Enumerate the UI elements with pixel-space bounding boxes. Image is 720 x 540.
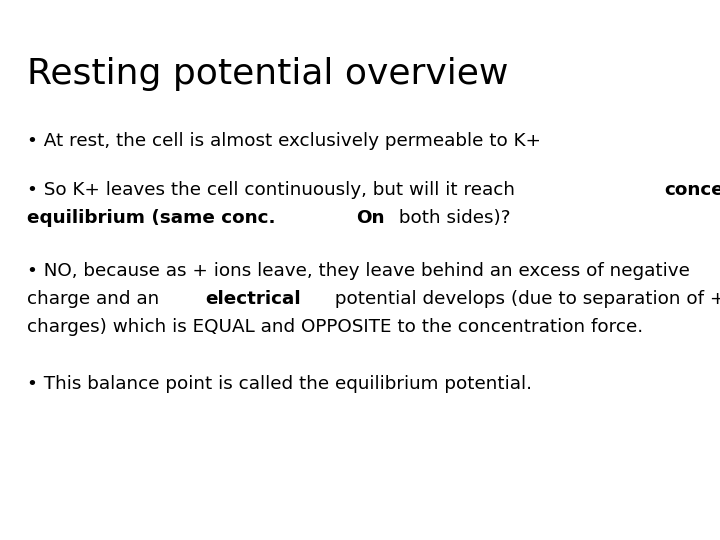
Text: equilibrium (same conc.: equilibrium (same conc. [27, 209, 282, 227]
Text: charges) which is EQUAL and OPPOSITE to the concentration force.: charges) which is EQUAL and OPPOSITE to … [27, 318, 644, 336]
Text: concentration: concentration [665, 181, 720, 199]
Text: charge and an: charge and an [27, 290, 166, 308]
Text: • So K+ leaves the cell continuously, but will it reach: • So K+ leaves the cell continuously, bu… [27, 181, 521, 199]
Text: potential develops (due to separation of + and –: potential develops (due to separation of… [329, 290, 720, 308]
Text: • At rest, the cell is almost exclusively permeable to K+: • At rest, the cell is almost exclusivel… [27, 132, 541, 150]
Text: On: On [356, 209, 384, 227]
Text: • This balance point is called the equilibrium potential.: • This balance point is called the equil… [27, 375, 532, 393]
Text: • NO, because as + ions leave, they leave behind an excess of negative: • NO, because as + ions leave, they leav… [27, 262, 690, 280]
Text: both sides)?: both sides)? [393, 209, 510, 227]
Text: Resting potential overview: Resting potential overview [27, 57, 509, 91]
Text: electrical: electrical [206, 290, 301, 308]
